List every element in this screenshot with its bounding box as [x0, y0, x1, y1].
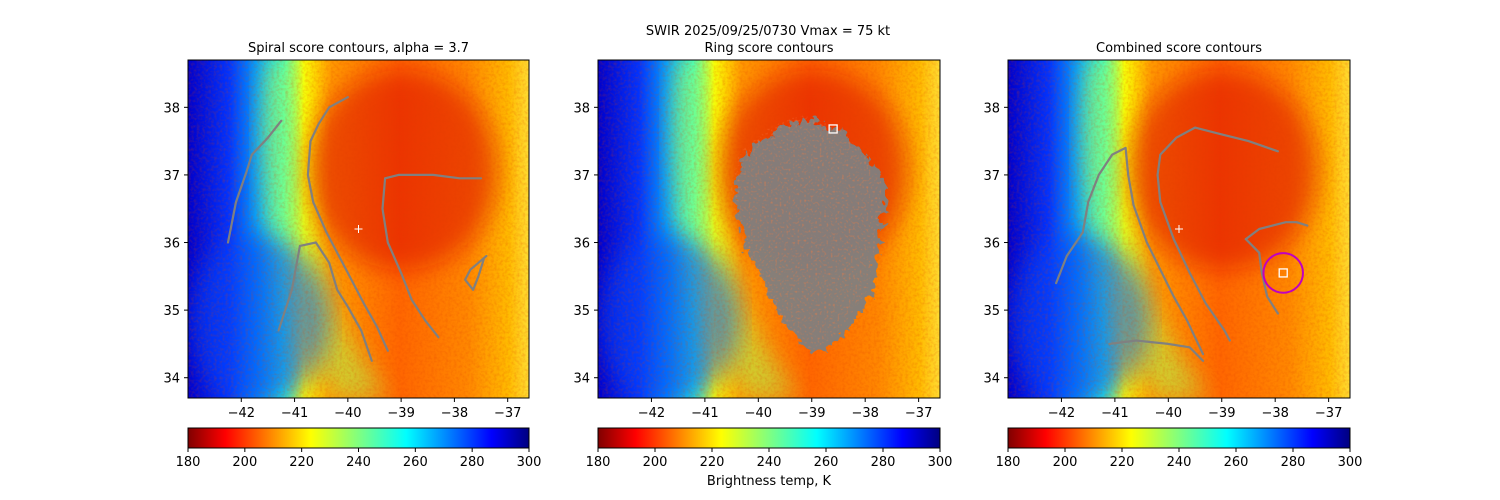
panel-1: Spiral score contours, alpha = 3.7 −42 −41… — [163, 41, 541, 470]
colorbar-tick-label: 260 — [403, 455, 428, 470]
x-tick-label: −38 — [441, 406, 468, 421]
colorbar-tick-label: 220 — [700, 455, 725, 470]
x-tick-label: −41 — [691, 406, 718, 421]
y-tick-label: 38 — [983, 101, 1000, 116]
colorbar-tick-label: 200 — [232, 455, 257, 470]
x-tick-label: −42 — [638, 406, 665, 421]
colorbar-tick-label: 300 — [517, 455, 542, 470]
colorbar-label: Brightness temp, K — [707, 474, 832, 489]
y-tick-label: 36 — [983, 237, 1000, 252]
x-tick-label: −41 — [281, 406, 308, 421]
y-tick-label: 38 — [573, 101, 590, 116]
contour-line — [1244, 221, 1309, 241]
colorbar-tick-label: 180 — [176, 455, 201, 470]
contour-line — [277, 241, 373, 362]
colorbar-tick-label: 280 — [1281, 455, 1306, 470]
x-tick-label: −37 — [905, 406, 932, 421]
satellite-image — [1008, 60, 1350, 398]
contour-line — [381, 177, 440, 339]
y-tick-label: 37 — [573, 169, 590, 184]
center-marker — [1175, 225, 1183, 233]
contour-line — [1108, 339, 1205, 362]
square-marker — [828, 124, 838, 134]
panel-2: Ring score contours −42 −41 −40 −39 −38 −37 34 3… — [573, 41, 952, 470]
y-tick-label: 38 — [163, 101, 180, 116]
panel-title: Spiral score contours, alpha = 3.7 — [248, 41, 469, 56]
y-tick-label: 34 — [983, 372, 1000, 387]
colorbar-tick-label: 200 — [643, 455, 668, 470]
y-tick-label: 35 — [983, 304, 1000, 319]
x-tick-label: −37 — [1315, 406, 1342, 421]
x-tick-label: −40 — [1155, 406, 1182, 421]
contour-line — [1156, 173, 1231, 342]
panel-3: Combined score contours −42 −41 −40 −39 −38 −3… — [983, 41, 1362, 470]
colorbar-gradient — [1007, 427, 1351, 449]
colorbar-tick-label: 260 — [1224, 455, 1249, 470]
x-tick-label: −40 — [334, 406, 361, 421]
y-tick-label: 34 — [163, 372, 180, 387]
y-tick-label: 35 — [573, 304, 590, 319]
y-tick-label: 35 — [163, 304, 180, 319]
square-marker — [1278, 268, 1288, 278]
colorbar: 180 200 220 240 260 280 300 — [176, 427, 542, 470]
ring-contour-gaps — [598, 60, 940, 398]
x-tick-label: −42 — [1048, 406, 1075, 421]
contours — [598, 60, 940, 398]
contour-line — [1055, 146, 1205, 356]
colorbar-gradient — [187, 427, 530, 449]
y-tick-label: 36 — [163, 237, 180, 252]
contour-line — [1244, 238, 1279, 315]
colorbar-tick-label: 220 — [289, 455, 314, 470]
y-tick-label: 36 — [573, 237, 590, 252]
colorbar: 180 200 220 240 260 280 300 — [586, 427, 953, 470]
center-circle — [1262, 252, 1304, 294]
x-tick-label: −39 — [798, 406, 825, 421]
x-tick-label: −40 — [745, 406, 772, 421]
colorbar-tick-label: 300 — [1338, 455, 1363, 470]
contour-line — [384, 173, 483, 180]
x-tick-label: −38 — [1261, 406, 1288, 421]
colorbar-tick-label: 200 — [1053, 455, 1078, 470]
colorbar-tick-label: 240 — [346, 455, 371, 470]
suptitle: SWIR 2025/09/25/0730 Vmax = 75 kt — [646, 24, 890, 39]
contour-line — [309, 96, 349, 143]
x-tick-label: −37 — [494, 406, 521, 421]
colorbar: 180 200 220 240 260 280 300 — [996, 427, 1363, 470]
colorbar-tick-label: 180 — [996, 455, 1021, 470]
x-tick-label: −38 — [851, 406, 878, 421]
x-tick-label: −39 — [1208, 406, 1235, 421]
panel-title: Combined score contours — [1096, 41, 1262, 56]
x-tick-label: −42 — [228, 406, 255, 421]
colorbar-tick-label: 180 — [586, 455, 611, 470]
contour-line — [1156, 126, 1279, 176]
colorbar-tick-label: 260 — [814, 455, 839, 470]
contour-line — [226, 119, 283, 244]
colorbar-tick-label: 220 — [1110, 455, 1135, 470]
colorbar-tick-label: 280 — [871, 455, 896, 470]
contour-line — [464, 254, 488, 291]
y-tick-label: 37 — [983, 169, 1000, 184]
x-tick-label: −39 — [387, 406, 414, 421]
contours — [226, 96, 488, 362]
satellite-image — [188, 60, 529, 398]
panel-title: Ring score contours — [704, 41, 833, 56]
colorbar-gradient — [597, 427, 941, 449]
axes-frame — [187, 59, 530, 399]
center-marker — [354, 225, 363, 233]
colorbar-tick-label: 300 — [928, 455, 953, 470]
contour-line — [306, 140, 389, 352]
y-tick-label: 34 — [573, 372, 590, 387]
colorbar-tick-label: 240 — [1167, 455, 1192, 470]
colorbar-tick-label: 240 — [757, 455, 782, 470]
y-tick-label: 37 — [163, 169, 180, 184]
contours — [1055, 126, 1309, 362]
axes-frame — [1007, 59, 1351, 399]
x-tick-label: −41 — [1101, 406, 1128, 421]
colorbar-tick-label: 280 — [460, 455, 485, 470]
